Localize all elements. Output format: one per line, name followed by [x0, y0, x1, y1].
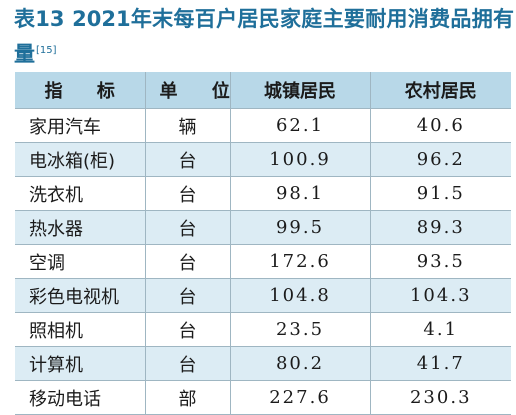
urban-value-cell: 104.8	[229, 278, 370, 313]
urban-value-cell: 100.9	[229, 142, 370, 177]
table-row: 家用汽车辆 62.1 40.6	[15, 108, 511, 143]
item-cell: 家用汽车	[15, 108, 145, 143]
table-title: 表13 2021年末每百户居民家庭主要耐用消费品拥有量[15]	[14, 4, 514, 70]
unit-cell: 台	[144, 210, 230, 245]
urban-value-cell: 99.5	[229, 210, 370, 245]
unit-cell: 台	[144, 346, 230, 381]
item-cell: 移动电话	[15, 380, 145, 415]
table-row: 空调台 172.6 93.5	[15, 244, 511, 279]
unit-cell: 辆	[144, 108, 230, 143]
item-cell: 热水器	[15, 210, 145, 245]
rural-value-cell: 96.2	[369, 142, 511, 177]
rural-value-cell: 91.5	[369, 176, 511, 211]
urban-value-cell: 23.5	[229, 312, 370, 347]
header-row: 指 标 单 位 城镇居民 农村居民	[15, 72, 511, 109]
item-cell: 彩色电视机	[15, 278, 145, 313]
rural-value-cell: 93.5	[369, 244, 511, 279]
unit-cell: 台	[144, 312, 230, 347]
table-row: 照相机台 23.5 4.1	[15, 312, 511, 347]
table-title-text: 表13 2021年末每百户居民家庭主要耐用消费品拥有量	[14, 7, 514, 66]
table-row: 计算机台 80.2 41.7	[15, 346, 511, 381]
urban-value-cell: 80.2	[229, 346, 370, 381]
urban-value-cell: 172.6	[229, 244, 370, 279]
rural-value-cell: 230.3	[369, 380, 511, 415]
header-urban: 城镇居民	[229, 72, 370, 109]
item-cell: 计算机	[15, 346, 145, 381]
table-row: 彩色电视机台 104.8 104.3	[15, 278, 511, 313]
table-row: 洗衣机台 98.1 91.5	[15, 176, 511, 211]
unit-cell: 部	[144, 380, 230, 415]
table-body: 家用汽车辆 62.1 40.6 电冰箱(柜) 台 100.9 96.2 洗衣机台 98.1 91.…	[15, 108, 511, 415]
table-row: 电冰箱(柜) 台 100.9 96.2	[15, 142, 511, 177]
unit-cell: 台	[144, 244, 230, 279]
rural-value-cell: 89.3	[369, 210, 511, 245]
header-indicator: 指 标	[15, 72, 145, 109]
unit-cell: 台	[144, 176, 230, 211]
rural-value-cell: 41.7	[369, 346, 511, 381]
rural-value-cell: 104.3	[369, 278, 511, 313]
rural-value-cell: 40.6	[369, 108, 511, 143]
reference-mark: [15]	[36, 45, 57, 56]
item-cell: 电冰箱(柜)	[15, 142, 145, 177]
table-row: 热水器台 99.5 89.3	[15, 210, 511, 245]
table-row: 移动电话部 227.6 230.3	[15, 380, 511, 415]
header-unit: 单 位	[144, 72, 230, 109]
header-rural: 农村居民	[369, 72, 511, 109]
unit-cell: 台	[144, 278, 230, 313]
unit-cell: 台	[144, 142, 230, 177]
urban-value-cell: 62.1	[229, 108, 370, 143]
item-cell: 洗衣机	[15, 176, 145, 211]
rural-value-cell: 4.1	[369, 312, 511, 347]
item-cell: 空调	[15, 244, 145, 279]
item-cell: 照相机	[15, 312, 145, 347]
urban-value-cell: 98.1	[229, 176, 370, 211]
urban-value-cell: 227.6	[229, 380, 370, 415]
durable-goods-table: 指 标 单 位 城镇居民 农村居民 家用汽车辆 62.1 40.6 电冰箱(柜) 台 10…	[15, 72, 511, 415]
